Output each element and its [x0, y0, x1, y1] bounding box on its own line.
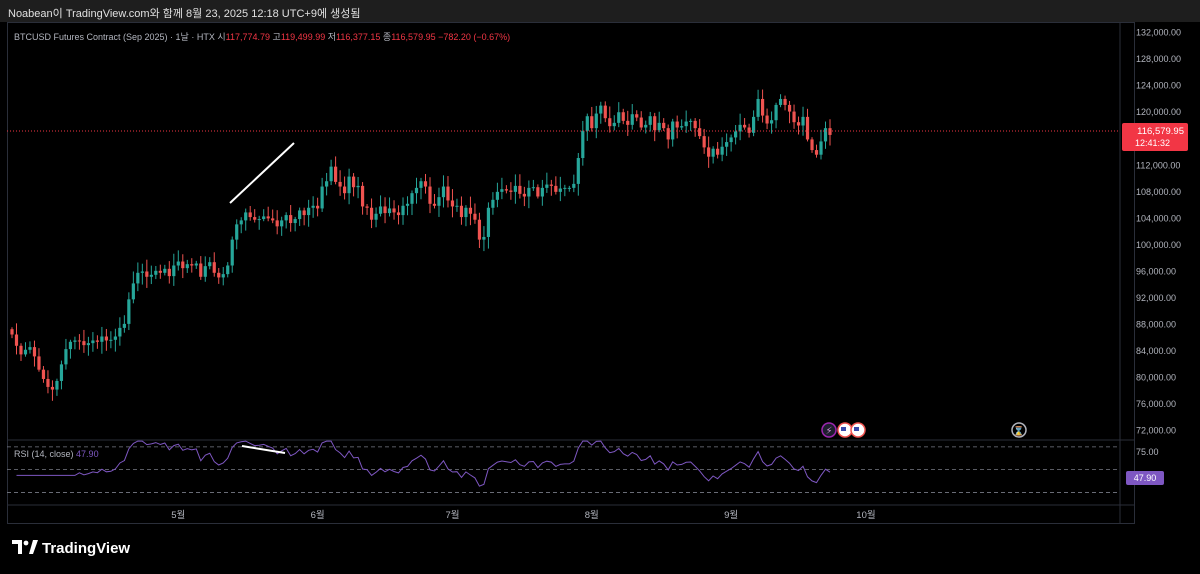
price-tick-label: 108,000.00: [1136, 187, 1181, 197]
low-label: 저: [327, 32, 337, 42]
price-tick-label: 84,000.00: [1136, 346, 1176, 356]
low-value: 116,377.15: [336, 32, 381, 42]
price-tick-label: 116,000.00: [1136, 134, 1180, 144]
price-tick-label: 92,000.00: [1136, 293, 1176, 303]
price-tick-label: 100,000.00: [1136, 240, 1181, 250]
tradingview-logo[interactable]: TradingView: [12, 540, 130, 557]
price-tick-label: 104,000.00: [1136, 213, 1181, 223]
price-tick-label: 72,000.00: [1136, 426, 1176, 436]
rsi-legend-value: 47.90: [76, 449, 99, 459]
close-value: 116,579.95: [391, 32, 436, 42]
title-bar: Noabean이 TradingView.com와 함께 8월 23, 2025…: [0, 0, 1200, 22]
symbol-legend[interactable]: BTCUSD Futures Contract (Sep 2025) · 1날 …: [14, 30, 510, 43]
high-value: 119,499.99: [280, 32, 326, 42]
countdown-label: 12:41:32: [1135, 138, 1170, 148]
change-value: −782.20 (−0.67%): [438, 32, 511, 42]
rsi-name: RSI (14, close): [14, 449, 74, 459]
window-title: Noabean이 TradingView.com와 함께 8월 23, 2025…: [8, 8, 361, 20]
high-label: 고: [272, 32, 281, 42]
price-tick-label: 120,000.00: [1136, 107, 1181, 117]
rsi-level-label: 75.00: [1136, 447, 1159, 457]
open-label: 시: [217, 32, 226, 42]
price-axis[interactable]: 72,000.00 76,000.00 80,000.00 84,000.00 88,0…: [1136, 28, 1181, 436]
price-tick-label: 124,000.00: [1136, 81, 1181, 91]
chart-frame[interactable]: [7, 22, 1135, 524]
price-tick-label: 132,000.00: [1136, 28, 1181, 38]
close-label: 종: [382, 32, 392, 42]
rsi-legend[interactable]: RSI (14, close) 47.90: [14, 449, 99, 459]
price-tick-label: 88,000.00: [1136, 320, 1176, 330]
footer: [0, 524, 1200, 574]
rsi-value-label: 47.90: [1134, 473, 1157, 483]
tradingview-logo-icon: [12, 540, 38, 554]
last-price-label: 116,579.95: [1137, 126, 1184, 137]
price-tick-label: 96,000.00: [1136, 266, 1176, 276]
price-tick-label: 80,000.00: [1136, 373, 1176, 383]
price-tick-label: 76,000.00: [1136, 399, 1176, 409]
price-tick-label: 112,000.00: [1136, 160, 1180, 170]
price-tick-label: 128,000.00: [1136, 54, 1181, 64]
symbol-name: BTCUSD Futures Contract (Sep 2025) · 1날 …: [14, 32, 215, 42]
open-value: 117,774.79: [225, 32, 271, 42]
brand-name: TradingView: [42, 540, 131, 557]
